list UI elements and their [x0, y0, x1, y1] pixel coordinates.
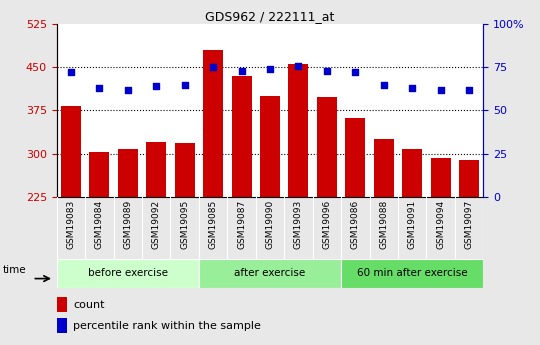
Bar [61, 106, 81, 197]
Text: GSM19094: GSM19094 [436, 200, 445, 249]
Point [180, 82, 189, 87]
Bar [203, 50, 223, 197]
Point [322, 68, 331, 73]
Text: percentile rank within the sample: percentile rank within the sample [73, 321, 261, 331]
Text: GSM19088: GSM19088 [379, 200, 388, 249]
Text: GSM19096: GSM19096 [322, 200, 332, 249]
Text: GSM19084: GSM19084 [95, 200, 104, 249]
Text: 60 min after exercise: 60 min after exercise [357, 268, 468, 278]
Text: GSM19091: GSM19091 [408, 200, 417, 249]
Text: before exercise: before exercise [88, 268, 168, 278]
Bar [57, 297, 67, 312]
Bar [232, 76, 252, 197]
Point [95, 85, 104, 91]
Bar [175, 143, 194, 197]
Point [124, 87, 132, 92]
Bar [288, 65, 308, 197]
Text: GSM19087: GSM19087 [237, 200, 246, 249]
Bar [57, 259, 199, 288]
Bar [317, 97, 337, 197]
Bar [346, 118, 365, 197]
Text: GSM19090: GSM19090 [266, 200, 274, 249]
Point [209, 65, 218, 70]
Text: count: count [73, 299, 105, 309]
Point [408, 85, 416, 91]
Point [237, 68, 246, 73]
Text: GSM19089: GSM19089 [123, 200, 132, 249]
Point [380, 82, 388, 87]
Text: GSM19085: GSM19085 [208, 200, 218, 249]
Text: time: time [3, 265, 26, 275]
Bar [459, 160, 479, 197]
Bar [402, 149, 422, 197]
Point [294, 63, 303, 68]
Point [436, 87, 445, 92]
Text: GSM19097: GSM19097 [464, 200, 474, 249]
Text: GSM19092: GSM19092 [152, 200, 161, 249]
Text: after exercise: after exercise [234, 268, 306, 278]
Point [351, 70, 360, 75]
Point [66, 70, 75, 75]
Bar [431, 158, 450, 197]
Bar [199, 259, 341, 288]
Bar [374, 139, 394, 197]
Text: GSM19083: GSM19083 [66, 200, 76, 249]
Point [152, 83, 160, 89]
Bar [260, 96, 280, 197]
Bar [146, 142, 166, 197]
Text: GSM19086: GSM19086 [351, 200, 360, 249]
Text: GSM19095: GSM19095 [180, 200, 189, 249]
Point [266, 66, 274, 72]
Bar [90, 152, 109, 197]
Title: GDS962 / 222111_at: GDS962 / 222111_at [205, 10, 335, 23]
Bar [341, 259, 483, 288]
Text: GSM19093: GSM19093 [294, 200, 303, 249]
Bar [118, 149, 138, 197]
Point [465, 87, 474, 92]
Bar [57, 318, 67, 333]
